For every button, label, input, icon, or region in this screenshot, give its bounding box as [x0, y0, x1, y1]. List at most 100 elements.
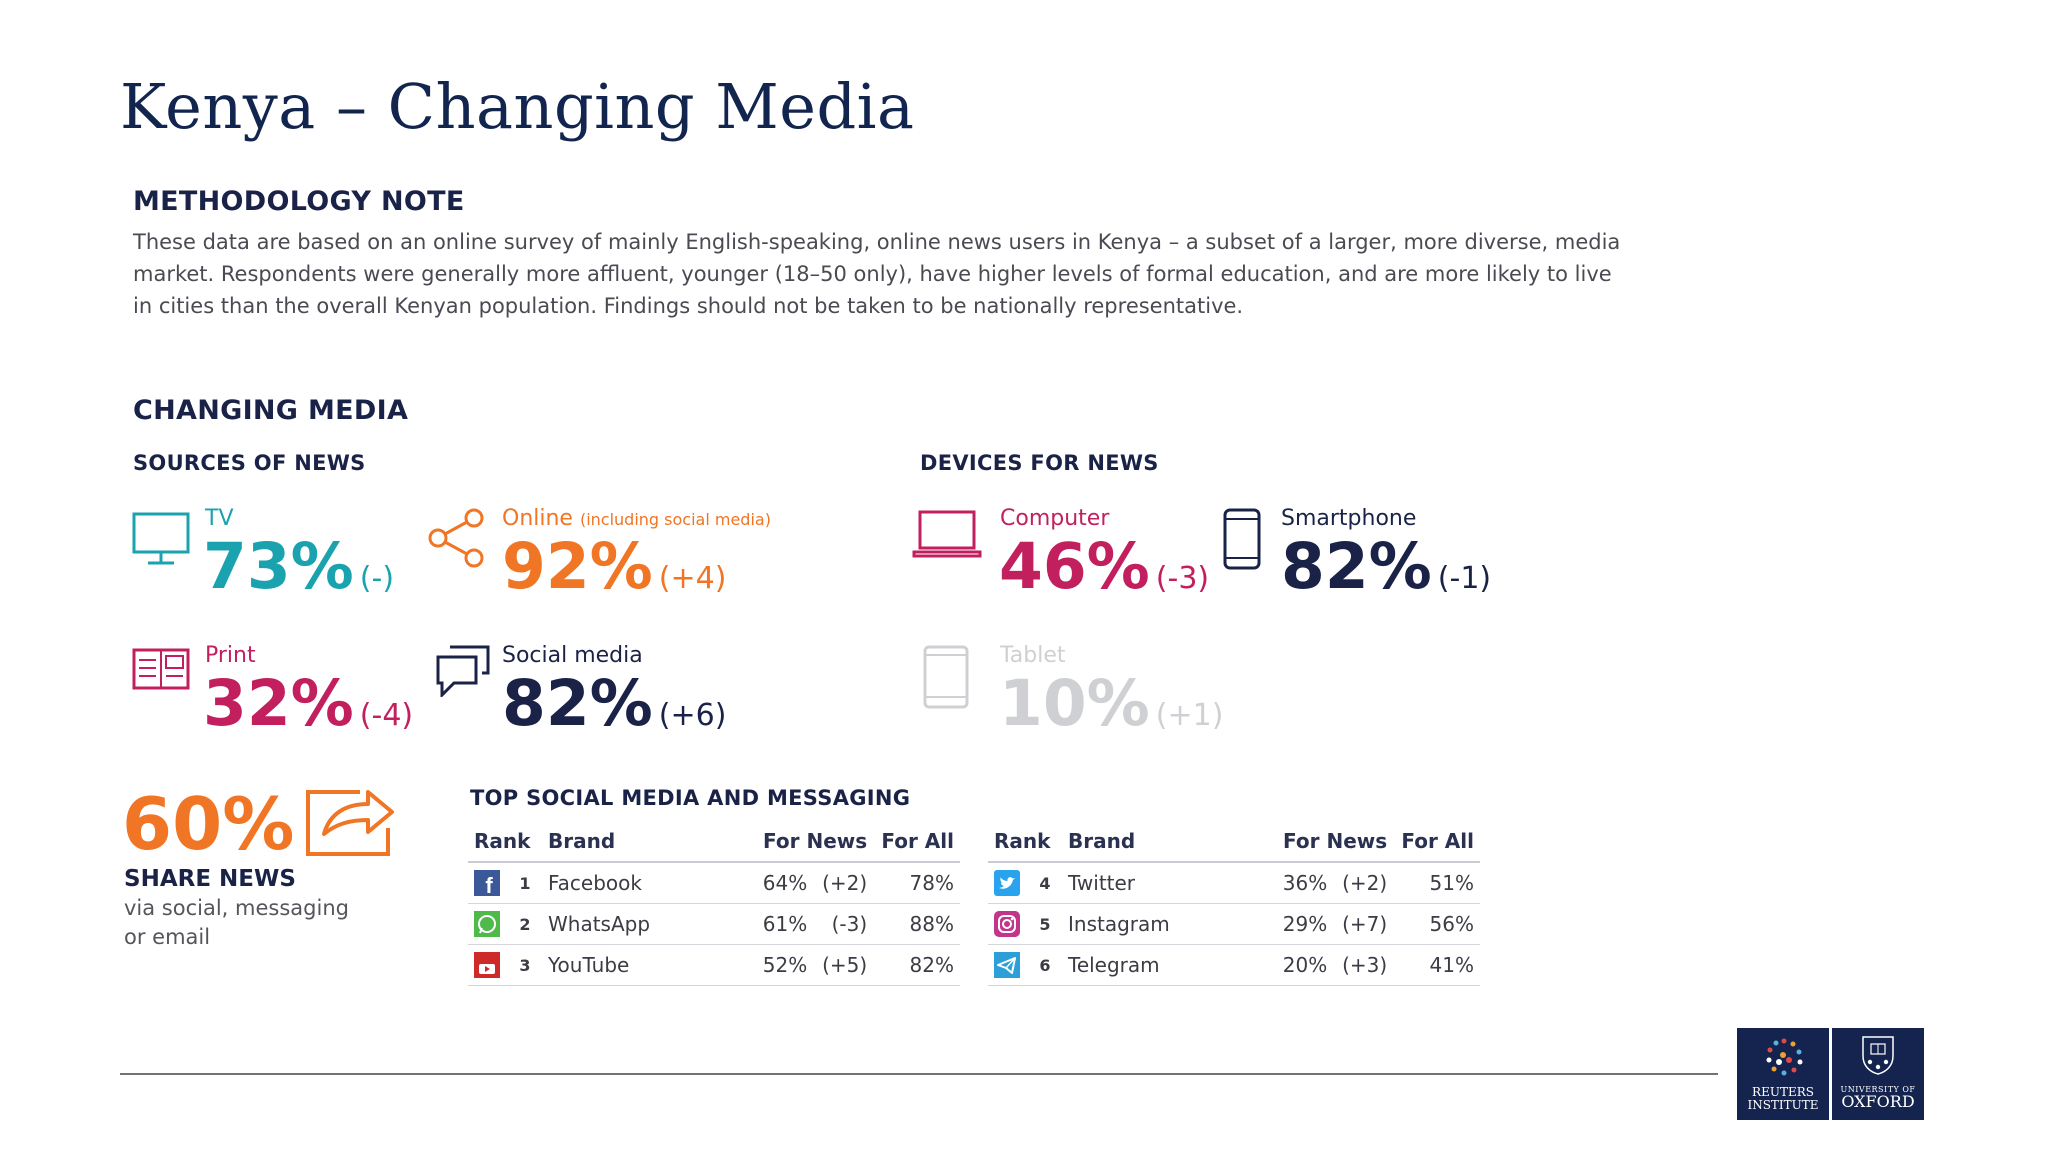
tv-label: TV: [205, 506, 234, 531]
online-change: (+4): [658, 561, 727, 596]
print-value: 32%: [203, 667, 354, 740]
laptop-icon: [912, 510, 982, 558]
for-all: 82%: [873, 944, 960, 986]
brand: YouTube: [542, 944, 754, 986]
dots-emblem-icon: [1766, 1038, 1803, 1076]
table-row: 6 Telegram 20% (+3) 41%: [988, 944, 1480, 986]
youtube-icon: [474, 952, 500, 979]
svg-text:f: f: [485, 873, 493, 896]
for-news: 36%: [1274, 862, 1334, 904]
table-row: 5 Instagram 29% (+7) 56%: [988, 903, 1480, 945]
for-all: 51%: [1393, 862, 1480, 904]
logo-text: INSTITUTE: [1747, 1097, 1819, 1112]
rank: 2: [508, 903, 542, 945]
col-brand: Brand: [542, 821, 754, 863]
devices-heading: DEVICES FOR NEWS: [920, 451, 1159, 475]
col-for-news: For News: [1274, 821, 1394, 863]
rank: 6: [1028, 944, 1062, 986]
social-media-value: 82%: [502, 667, 653, 740]
col-for-all: For All: [1393, 821, 1480, 863]
sources-heading: SOURCES OF NEWS: [133, 451, 366, 475]
slide-title: Kenya – Changing Media: [120, 70, 915, 143]
computer-stat: 46% (-3): [999, 535, 1209, 598]
for-all: 56%: [1393, 903, 1480, 945]
online-label-note: (including social media): [579, 510, 771, 529]
telegram-icon: [994, 952, 1020, 979]
for-all: 88%: [873, 903, 960, 945]
col-brand: Brand: [1062, 821, 1274, 863]
top-social-heading: TOP SOCIAL MEDIA AND MESSAGING: [470, 786, 911, 810]
logo-text: REUTERS: [1752, 1085, 1814, 1099]
print-stat: 32% (-4): [203, 672, 413, 735]
methodology-heading: METHODOLOGY NOTE: [133, 186, 465, 217]
smartphone-icon: [1223, 508, 1261, 570]
brand: WhatsApp: [542, 903, 754, 945]
col-for-all: For All: [873, 821, 960, 863]
whatsapp-icon: [474, 911, 500, 938]
methodology-line: These data are based on an online survey…: [133, 230, 1621, 254]
logo-text: UNIVERSITY OF: [1840, 1085, 1916, 1094]
smartphone-value: 82%: [1281, 530, 1432, 603]
instagram-icon: [994, 911, 1020, 938]
table-header-row: Rank Brand For News For All: [988, 821, 1480, 863]
table-row: 2 WhatsApp 61% (-3) 88%: [468, 903, 960, 945]
for-news-change: (+5): [813, 944, 874, 986]
logo-text: OXFORD: [1841, 1092, 1915, 1112]
changing-media-heading: CHANGING MEDIA: [133, 395, 409, 426]
social-media-change: (+6): [658, 698, 727, 733]
col-rank: Rank: [468, 821, 542, 863]
print-label: Print: [205, 643, 256, 668]
share-news-title: SHARE NEWS: [124, 866, 296, 892]
for-news: 52%: [754, 944, 814, 986]
online-label: Online (including social media): [502, 506, 771, 531]
table-row: 4 Twitter 36% (+2) 51%: [988, 862, 1480, 904]
col-rank: Rank: [988, 821, 1062, 863]
tablet-change: (+1): [1155, 698, 1224, 733]
for-news-change: (+2): [1333, 862, 1394, 904]
share-arrow-icon: [306, 790, 394, 856]
share-news-value: 60%: [122, 782, 295, 866]
smartphone-change: (-1): [1437, 561, 1492, 596]
share-news-subtitle-line: or email: [124, 925, 211, 949]
table-row: f 1 Facebook 64% (+2) 78%: [468, 862, 960, 904]
tablet-label: Tablet: [1000, 643, 1066, 668]
col-for-news: For News: [754, 821, 874, 863]
for-news: 61%: [754, 903, 814, 945]
computer-label: Computer: [1000, 506, 1110, 531]
for-all: 78%: [873, 862, 960, 904]
methodology-text: These data are based on an online survey…: [133, 226, 1621, 322]
smartphone-stat: 82% (-1): [1281, 535, 1491, 598]
tv-value: 73%: [203, 530, 354, 603]
share-news-subtitle: via social, messaging or email: [124, 894, 364, 952]
rank: 4: [1028, 862, 1062, 904]
rank: 5: [1028, 903, 1062, 945]
brand: Instagram: [1062, 903, 1274, 945]
social-media-stat: 82% (+6): [502, 672, 726, 735]
computer-value: 46%: [999, 530, 1150, 603]
footer-divider: [120, 1073, 1718, 1075]
print-change: (-4): [359, 698, 414, 733]
brand: Twitter: [1062, 862, 1274, 904]
rank: 3: [508, 944, 542, 986]
social-media-label: Social media: [502, 643, 643, 668]
table-header-row: Rank Brand For News For All: [468, 821, 960, 863]
rank: 1: [508, 862, 542, 904]
tablet-stat: 10% (+1): [999, 672, 1223, 735]
for-all: 41%: [1393, 944, 1480, 986]
brand: Telegram: [1062, 944, 1274, 986]
tv-icon: [132, 512, 190, 565]
facebook-icon: f: [474, 870, 500, 897]
methodology-line: market. Respondents were generally more …: [133, 262, 1612, 286]
share-news-subtitle-line: via social, messaging: [124, 896, 349, 920]
crest-icon: [1862, 1036, 1894, 1075]
online-value: 92%: [502, 530, 653, 603]
speech-bubbles-icon: [436, 645, 490, 697]
computer-change: (-3): [1155, 561, 1210, 596]
share-network-icon: [428, 508, 484, 568]
online-label-text: Online: [502, 506, 573, 531]
reuters-institute-logo: REUTERS INSTITUTE: [1737, 1028, 1829, 1120]
for-news-change: (+7): [1333, 903, 1394, 945]
for-news: 20%: [1274, 944, 1334, 986]
oxford-university-logo: UNIVERSITY OF OXFORD: [1832, 1028, 1924, 1120]
for-news-change: (+2): [813, 862, 874, 904]
